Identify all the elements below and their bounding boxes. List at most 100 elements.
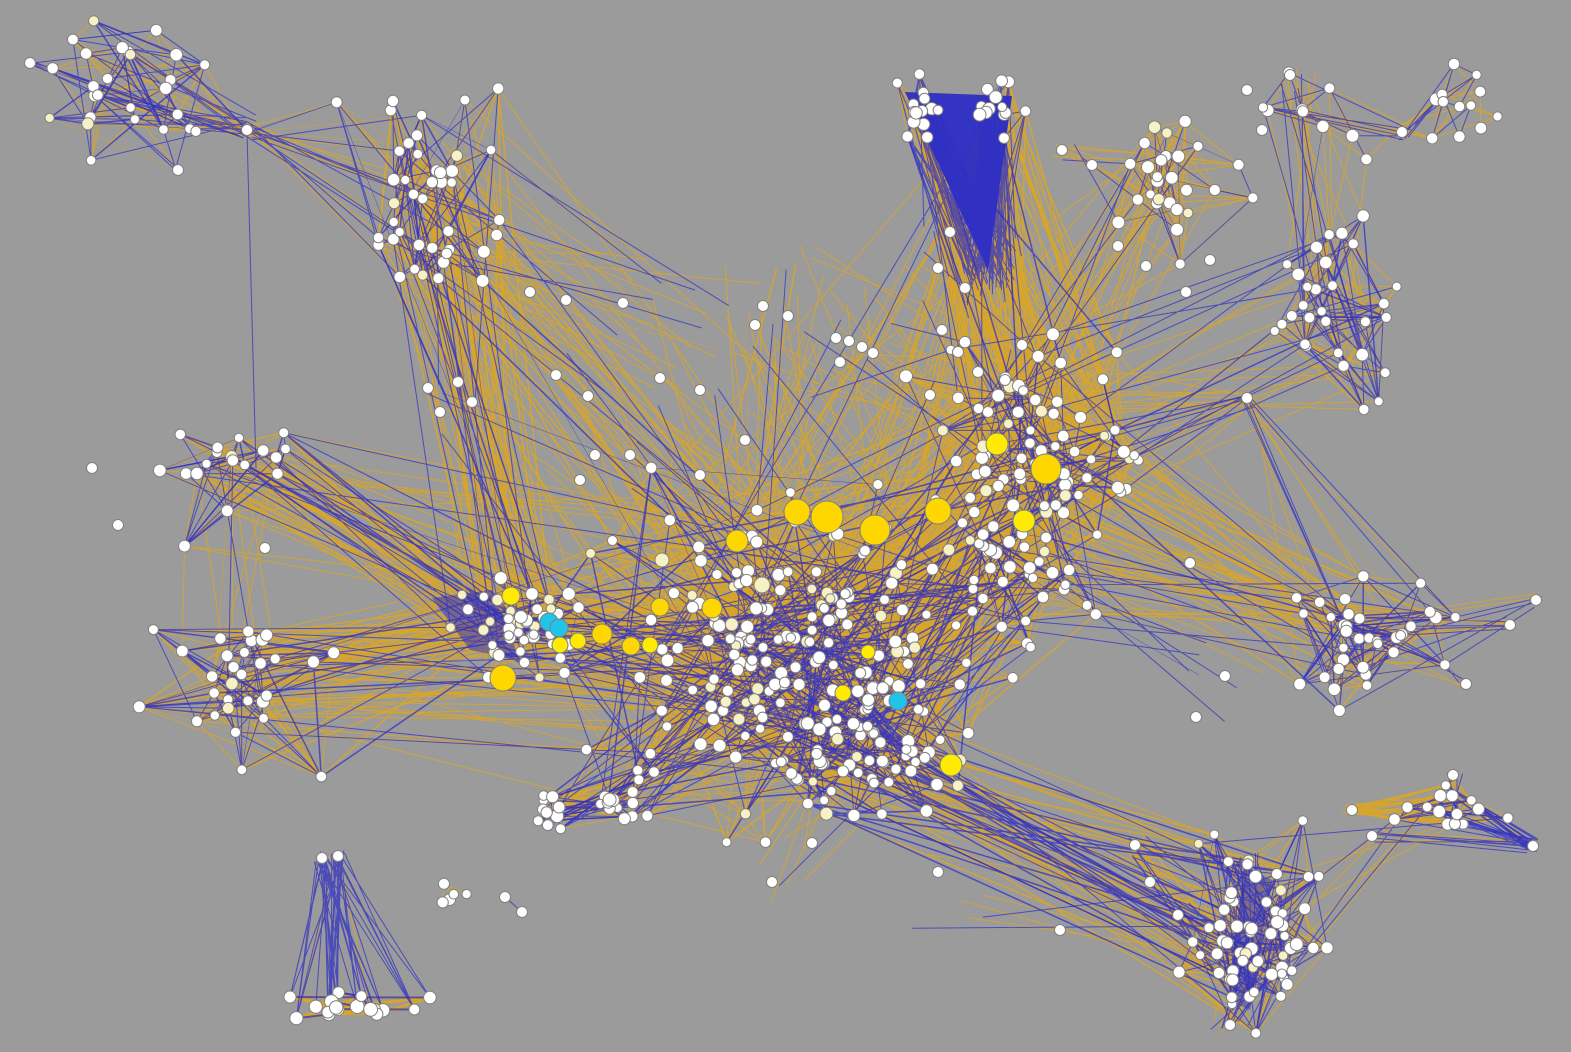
graph-node[interactable] (1453, 100, 1466, 113)
graph-node[interactable] (1040, 531, 1053, 544)
graph-node[interactable] (1073, 489, 1084, 501)
graph-node[interactable] (1081, 472, 1093, 484)
graph-node[interactable] (88, 15, 100, 27)
graph-node[interactable] (388, 216, 399, 228)
graph-node[interactable] (1447, 57, 1461, 71)
graph-node[interactable] (491, 593, 504, 607)
graph-node[interactable] (822, 613, 836, 627)
graph-node[interactable] (1165, 171, 1179, 185)
graph-node[interactable] (961, 657, 972, 668)
graph-node[interactable] (1057, 506, 1071, 520)
graph-node[interactable] (968, 505, 981, 519)
graph-node[interactable] (663, 514, 676, 527)
graph-node[interactable] (402, 137, 415, 150)
graph-node[interactable] (1395, 629, 1407, 641)
graph-node[interactable] (1225, 886, 1238, 900)
graph-node[interactable] (1172, 909, 1184, 921)
graph-node[interactable] (959, 282, 971, 294)
graph-node[interactable] (205, 670, 219, 683)
graph-node[interactable] (280, 443, 291, 455)
graph-node[interactable] (617, 297, 629, 309)
graph-node[interactable] (1360, 153, 1373, 166)
graph-node[interactable] (1092, 529, 1103, 540)
graph-node[interactable] (1112, 240, 1124, 252)
graph-hub-node[interactable] (1012, 509, 1036, 533)
graph-node[interactable] (1338, 642, 1349, 653)
graph-node[interactable] (912, 703, 924, 715)
graph-node[interactable] (1241, 84, 1253, 96)
graph-node[interactable] (1140, 260, 1152, 272)
graph-node[interactable] (1296, 105, 1310, 118)
graph-node[interactable] (436, 896, 449, 909)
graph-node[interactable] (79, 47, 93, 60)
graph-node[interactable] (260, 689, 273, 702)
graph-node[interactable] (1045, 566, 1060, 580)
graph-node[interactable] (967, 583, 979, 595)
graph-hub-node[interactable] (753, 576, 771, 594)
graph-node[interactable] (229, 726, 242, 738)
graph-node[interactable] (1299, 338, 1311, 350)
graph-node[interactable] (513, 627, 524, 638)
graph-node[interactable] (540, 806, 553, 819)
graph-node[interactable] (1038, 545, 1051, 558)
graph-node[interactable] (692, 540, 706, 554)
graph-node[interactable] (740, 619, 755, 634)
graph-node[interactable] (1432, 804, 1446, 819)
graph-node[interactable] (1060, 579, 1071, 590)
graph-node[interactable] (964, 491, 976, 504)
graph-node[interactable] (1152, 193, 1165, 206)
graph-node[interactable] (541, 819, 554, 832)
graph-node[interactable] (355, 990, 368, 1003)
graph-node[interactable] (1290, 592, 1303, 604)
graph-node[interactable] (825, 593, 836, 604)
graph-node[interactable] (981, 82, 994, 96)
graph-node[interactable] (819, 795, 830, 806)
graph-node[interactable] (442, 225, 455, 238)
graph-node[interactable] (1527, 840, 1539, 852)
graph-node[interactable] (913, 68, 926, 80)
graph-node[interactable] (412, 238, 426, 252)
graph-node[interactable] (1241, 858, 1254, 871)
graph-node[interactable] (409, 263, 421, 275)
graph-node[interactable] (269, 653, 281, 665)
graph-node[interactable] (859, 544, 871, 557)
graph-node[interactable] (485, 144, 497, 156)
graph-node[interactable] (1011, 405, 1025, 419)
graph-node[interactable] (92, 89, 104, 101)
graph-node[interactable] (843, 335, 855, 347)
graph-node[interactable] (1388, 813, 1401, 826)
graph-node[interactable] (477, 244, 491, 259)
graph-node[interactable] (1353, 612, 1366, 625)
graph-node[interactable] (1445, 789, 1459, 803)
graph-node[interactable] (1379, 367, 1391, 379)
graph-node[interactable] (755, 723, 766, 734)
graph-node[interactable] (818, 698, 831, 712)
graph-node[interactable] (289, 1011, 304, 1026)
graph-node[interactable] (1068, 445, 1081, 458)
graph-node[interactable] (1154, 154, 1168, 167)
graph-node[interactable] (1033, 556, 1045, 567)
graph-node[interactable] (1279, 931, 1290, 941)
graph-node[interactable] (1357, 570, 1370, 583)
graph-node[interactable] (552, 800, 566, 814)
graph-node[interactable] (1423, 605, 1436, 618)
graph-node[interactable] (1024, 437, 1036, 449)
graph-hub-node[interactable] (725, 529, 749, 553)
graph-node[interactable] (874, 736, 887, 749)
graph-node[interactable] (516, 906, 528, 918)
graph-node[interactable] (554, 652, 567, 664)
graph-node[interactable] (271, 467, 284, 480)
graph-node[interactable] (101, 72, 114, 85)
graph-node[interactable] (260, 628, 274, 642)
graph-node[interactable] (624, 449, 636, 461)
graph-node[interactable] (1332, 704, 1346, 717)
graph-node[interactable] (1337, 359, 1350, 372)
graph-node[interactable] (1380, 311, 1392, 323)
graph-hub-node[interactable] (939, 753, 963, 777)
graph-node[interactable] (778, 676, 791, 689)
graph-node[interactable] (1111, 480, 1125, 495)
graph-node[interactable] (757, 642, 769, 653)
graph-node[interactable] (1046, 327, 1060, 342)
graph-node[interactable] (876, 681, 890, 695)
